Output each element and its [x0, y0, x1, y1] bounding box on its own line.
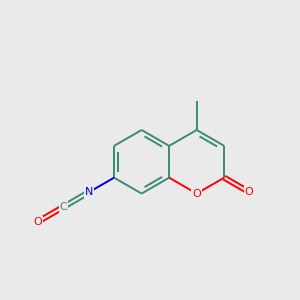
Text: O: O [192, 189, 201, 199]
Text: C: C [59, 202, 67, 212]
Text: O: O [244, 187, 253, 197]
Text: N: N [85, 187, 93, 197]
Text: O: O [34, 217, 42, 226]
